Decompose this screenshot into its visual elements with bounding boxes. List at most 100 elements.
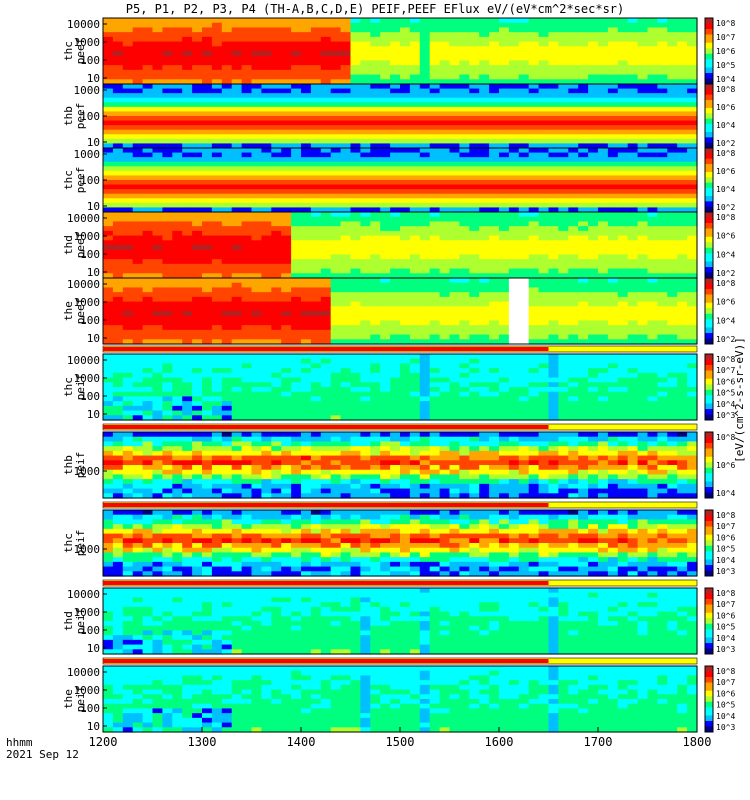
spectrogram-cell [548,198,559,204]
spectrogram-cell [202,216,213,223]
spectrogram-cell [528,84,540,90]
spectrogram-cell [152,391,163,398]
spectrogram-cell [528,161,540,167]
spectrogram-cell [261,161,272,167]
spectrogram-cell [360,268,371,274]
spectrogram-cell [380,358,391,365]
spectrogram-cell [687,311,698,317]
spectrogram-cell [400,292,411,298]
spectrogram-cell [172,240,183,246]
spectrogram-cell [192,175,203,181]
spectrogram-cell [261,212,272,218]
spectrogram-cell [281,415,292,421]
colorbar-swatch [705,242,713,246]
spectrogram-cell [301,301,312,307]
spectrogram-cell [241,184,253,190]
spectrogram-cell [380,84,391,90]
spectrogram-cell [162,235,173,241]
spectrogram-cell [687,306,698,312]
spectrogram-cell [132,221,144,227]
spectrogram-cell [499,202,510,209]
spectrogram-cell [192,32,203,38]
spectrogram-cell [400,88,411,94]
spectrogram-cell [627,306,639,312]
colorbar-swatch [705,239,713,243]
spectrogram-cell [221,157,233,163]
spectrogram-cell [390,97,401,103]
spectrogram-cell [469,306,480,312]
spectrogram-cell [122,329,134,336]
spectrogram-cell [390,51,401,57]
spectrogram-cell [439,216,451,223]
spectrogram-cell [182,315,193,322]
spectrogram-cell [390,134,401,140]
spectrogram-cell [538,180,550,186]
spectrogram-cell [489,391,500,398]
spectrogram-cell [607,301,619,307]
spectrogram-cell [657,55,668,62]
spectrogram-cell [370,396,381,402]
spectrogram-cell [320,161,332,167]
spectrogram-cell [508,235,520,241]
spectrogram-cell [588,296,599,303]
spectrogram-cell [310,65,322,71]
spectrogram-cell [103,143,114,149]
spectrogram-cell [588,240,599,246]
spectrogram-cell [578,193,589,199]
spectrogram-cell [281,93,292,99]
spectrogram-cell [578,198,589,204]
spectrogram-cell [310,111,322,117]
spectrogram-cell [330,55,342,62]
spectrogram-cell [281,207,292,213]
spectrogram-cell [617,311,629,317]
spectrogram-cell [588,27,599,33]
spectrogram-cell [370,180,381,186]
spectrogram-cell [548,134,559,140]
spectrogram-cell [162,245,173,251]
spectrogram-cell [132,296,144,303]
spectrogram-cell [241,387,253,393]
spectrogram-cell [221,259,233,265]
spectrogram-cell [419,161,431,167]
spectrogram-cell [370,166,381,172]
spectrogram-cell [370,292,381,298]
spectrogram-cell [261,152,272,158]
spectrogram-cell [211,175,223,181]
spectrogram-cell [677,202,688,209]
spectrogram-cell [301,46,312,52]
spectrogram-cell [162,60,173,66]
colorbar-swatch [705,37,713,41]
spectrogram-cell [469,116,480,122]
spectrogram-cell [320,249,332,256]
spectrogram-cell [380,282,391,289]
spectrogram-cell [627,329,639,336]
spectrogram-cell [528,88,540,94]
spectrogram-cell [291,125,302,131]
spectrogram-cell [103,382,114,388]
spectrogram-cell [172,301,183,307]
spectrogram-cell [568,184,579,190]
spectrogram-cell [310,410,322,416]
spectrogram-cell [390,148,401,154]
spectrogram-cell [301,387,312,393]
spectrogram-cell [241,278,253,284]
spectrogram-cell [429,27,441,33]
spectrogram-cell [538,306,550,312]
spectrogram-cell [598,27,609,33]
spectrogram-cell [677,60,688,66]
spectrogram-cell [330,372,342,379]
spectrogram-cell [152,106,163,113]
spectrogram-cell [132,226,144,232]
spectrogram-cell [518,93,530,99]
spectrogram-cell [548,221,559,227]
spectrogram-cell [508,193,520,199]
spectrogram-cell [320,202,332,209]
spectrogram-cell [122,129,134,135]
spectrogram-cell [459,51,470,57]
spectrogram-cell [578,116,589,122]
spectrogram-cell [667,32,678,38]
spectrogram-cell [132,65,144,71]
spectrogram-cell [598,60,609,66]
spectrogram-cell [578,138,589,145]
spectrogram-cell [172,216,183,223]
